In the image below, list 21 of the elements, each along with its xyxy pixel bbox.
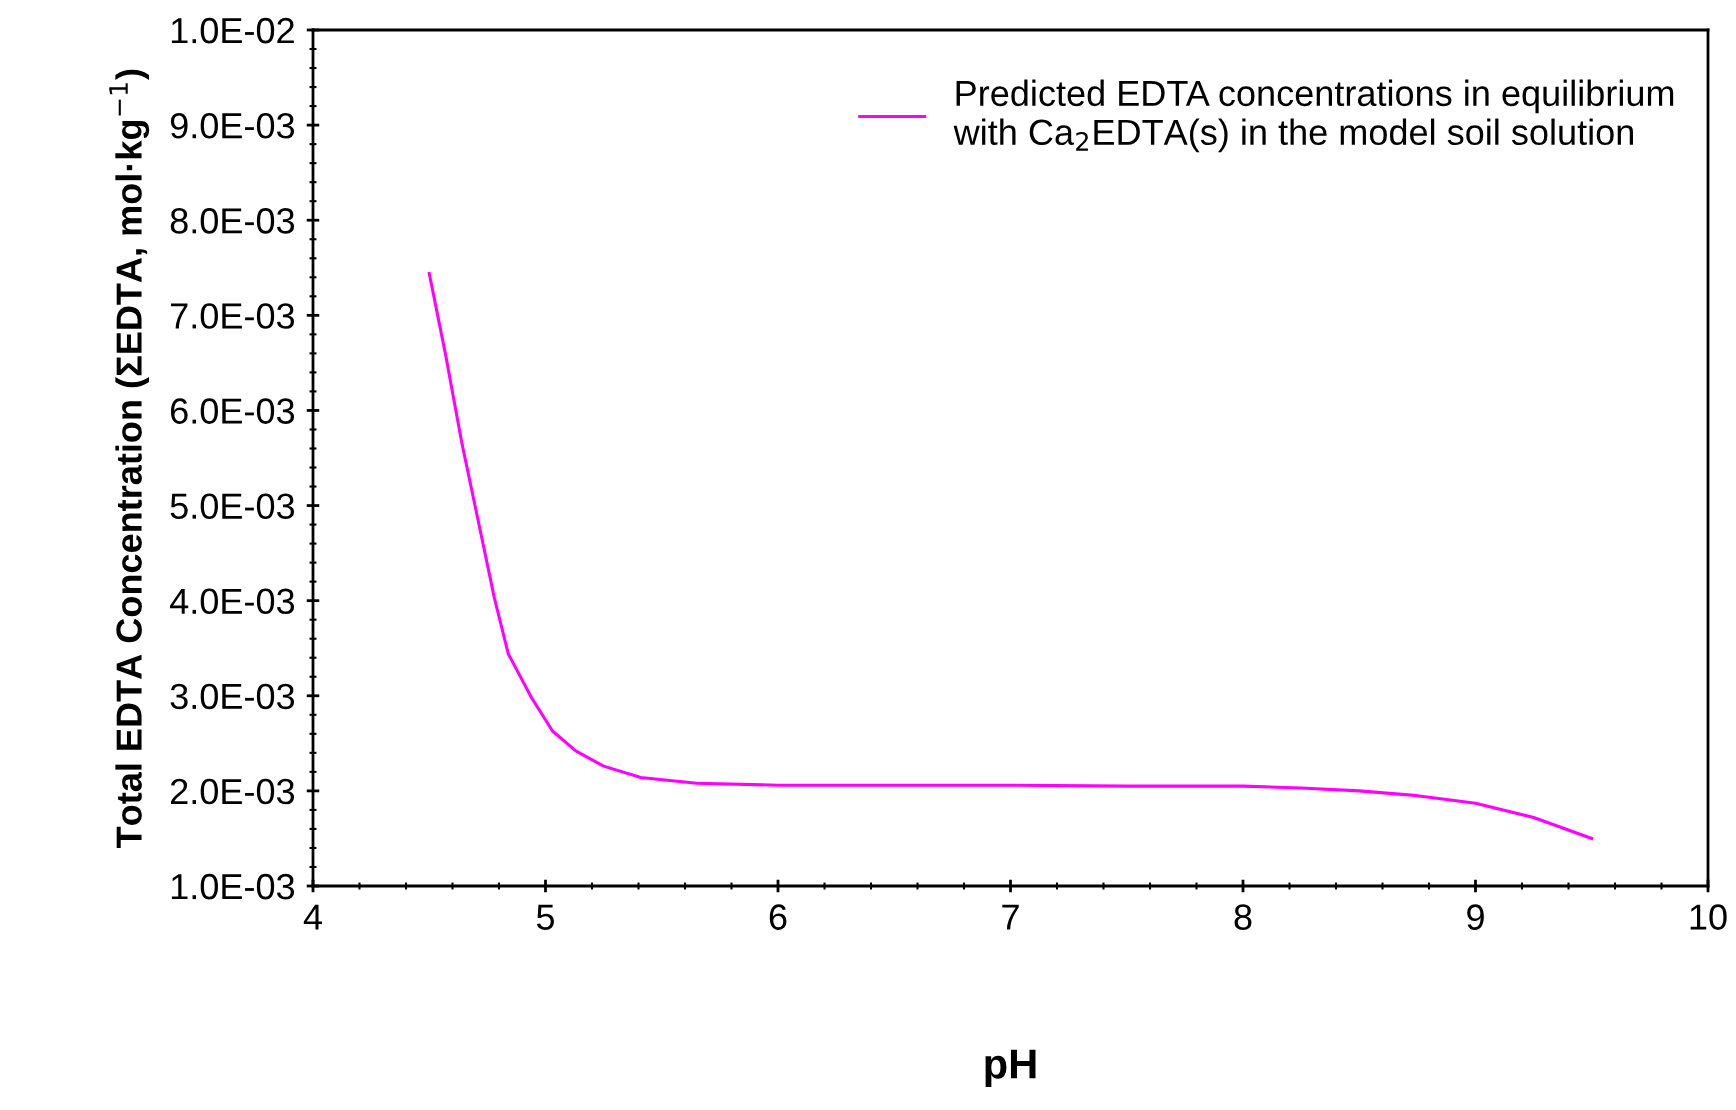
y-axis-title: Total EDTA Concentration (ΣEDTA, mol·kg$^{−1}$) bbox=[109, 69, 150, 848]
x-tick-label: 9 bbox=[1467, 904, 1484, 930]
x-tick-label: 4 bbox=[303, 904, 322, 930]
x-tick-label: 8 bbox=[1234, 904, 1252, 930]
y-tick-label: 7.0E-03 bbox=[171, 303, 295, 329]
x-axis-title: pH bbox=[985, 1049, 1036, 1087]
x-tick-label: 7 bbox=[1002, 904, 1019, 930]
y-tick-label: 8.0E-03 bbox=[170, 208, 295, 234]
y-tick-label: 2.0E-03 bbox=[170, 778, 295, 805]
x-tick-label: 6 bbox=[769, 904, 787, 930]
y-tick-label: 4.0E-03 bbox=[170, 588, 295, 615]
x-tick-label: 10 bbox=[1690, 904, 1727, 930]
legend-label: Predicted EDTA concentrations in equilibrium with Ca$_{2}$EDTA(s) in the model soil solution bbox=[953, 79, 1674, 153]
line-series bbox=[427, 271, 1594, 840]
y-tick-label: 6.0E-03 bbox=[171, 398, 295, 424]
y-tick-label: 3.0E-03 bbox=[170, 683, 295, 710]
y-tick-label: 9.0E-03 bbox=[170, 112, 295, 139]
y-tick-label: 5.0E-03 bbox=[170, 493, 295, 519]
y-tick-label: 1.0E-02 bbox=[171, 17, 294, 44]
y-tick-label: 1.0E-03 bbox=[171, 873, 295, 900]
x-tick-label: 5 bbox=[536, 904, 555, 930]
